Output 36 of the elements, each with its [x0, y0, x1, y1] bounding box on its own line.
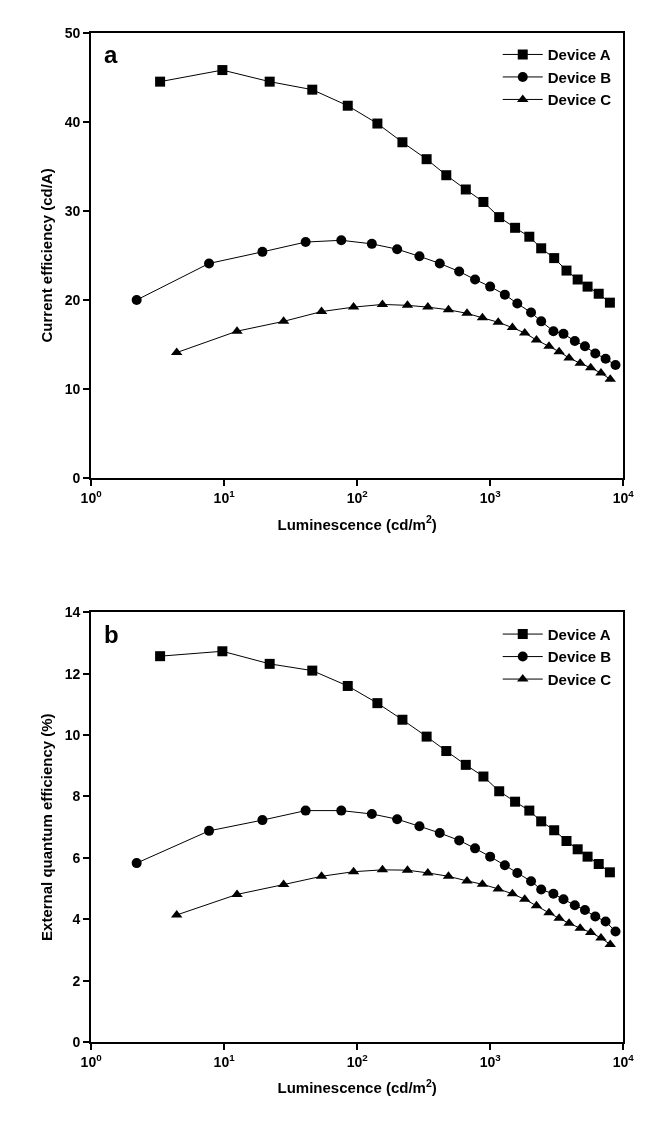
annotation: b — [104, 621, 119, 648]
y-tick-label: 12 — [64, 665, 81, 682]
x-tick-label: 10$^{0}$ — [80, 488, 103, 507]
x-tick-label: 10$^{1}$ — [213, 488, 236, 507]
x-tick-label: 10$^{0}$ — [80, 1052, 103, 1070]
legend-label: Device A — [547, 625, 611, 643]
legend-label: Device C — [547, 91, 612, 109]
y-tick-label: 2 — [72, 972, 81, 989]
legend-label: Device B — [547, 648, 612, 666]
y-tick-label: 10 — [64, 381, 81, 397]
x-tick-label: 10$^{1}$ — [213, 1052, 236, 1070]
y-tick-label: 14 — [64, 604, 81, 621]
y-tick-label: 8 — [72, 788, 81, 805]
y-axis-title: Current efficiency (cd/A) — [38, 168, 56, 343]
legend-label: Device C — [547, 670, 612, 688]
x-tick-label: 10$^{2}$ — [346, 1052, 369, 1070]
y-tick-label: 10 — [64, 726, 81, 743]
y-tick-label: 30 — [64, 202, 81, 219]
y-tick-label: 6 — [72, 849, 81, 866]
y-tick-label: 40 — [64, 113, 81, 130]
x-axis-title: Luminescence (cd/m$^{2}$) — [277, 513, 437, 533]
x-axis-title: Luminescence (cd/m$^{2}$) — [277, 1077, 437, 1097]
x-tick-label: 10$^{3}$ — [479, 1052, 502, 1070]
legend-label: Device B — [547, 68, 612, 86]
y-tick-label: 4 — [72, 911, 81, 928]
x-tick-label: 10$^{4}$ — [612, 1052, 635, 1070]
y-tick-label: 20 — [64, 291, 81, 308]
y-axis-title: External quantum efficiency (%) — [38, 713, 56, 941]
x-tick-label: 10$^{4}$ — [612, 488, 635, 507]
annotation: a — [104, 41, 118, 68]
x-tick-label: 10$^{3}$ — [479, 488, 502, 507]
x-tick-label: 10$^{2}$ — [346, 488, 369, 507]
legend-label: Device A — [547, 46, 611, 64]
y-tick-label: 0 — [72, 470, 81, 487]
y-tick-label: 50 — [64, 24, 81, 41]
y-tick-label: 0 — [72, 1033, 81, 1050]
